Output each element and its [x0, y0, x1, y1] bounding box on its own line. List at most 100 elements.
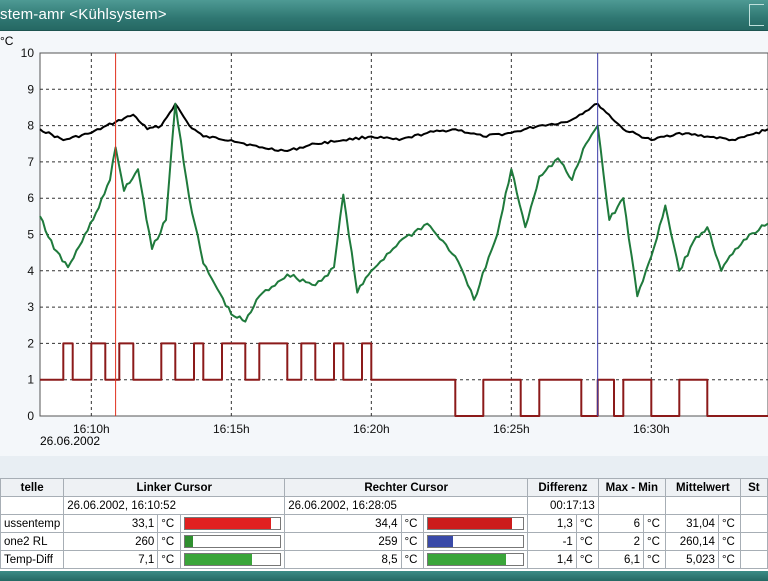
level-bar — [184, 553, 282, 566]
table-row[interactable]: ussentemp 33,1 °C 34,4 °C 1,3 °C 6 °C 31,04 °C — [0, 514, 768, 533]
cursor-lines[interactable] — [115, 53, 599, 416]
level-bar-fill — [428, 518, 512, 529]
level-bar-fill — [428, 536, 453, 547]
diff-unit: °C — [575, 550, 599, 569]
x-tick-label: 16:15h — [213, 422, 250, 436]
x-tick-label: 16:20h — [353, 422, 390, 436]
y-tick-label: 2 — [27, 336, 34, 350]
level-bar-fill — [185, 518, 271, 529]
col-header-maxmin[interactable]: Max - Min — [597, 478, 666, 497]
series-line-2 — [39, 102, 768, 323]
left-cursor-unit: °C — [157, 532, 182, 551]
table-body: ussentemp 33,1 °C 34,4 °C 1,3 °C 6 °C 31,04 °C one2… — [0, 514, 768, 569]
level-bar-fill — [185, 536, 193, 547]
maxmin-unit: °C — [643, 514, 666, 533]
maxmin-value: 6 — [597, 514, 645, 533]
window-titlebar[interactable]: stem-amr <Kühlsystem> — [0, 0, 768, 31]
diff-value: 1,3 — [527, 514, 577, 533]
diff-unit: °C — [575, 514, 599, 533]
mean-value: 260,14 — [664, 532, 719, 551]
table-row[interactable]: Temp-Diff 7,1 °C 8,5 °C 1,4 °C 6,1 °C 5,023 °C — [0, 550, 768, 569]
values-table: telle Linker Cursor Rechter Cursor Diffe… — [0, 478, 768, 569]
col-header-name[interactable]: telle — [0, 478, 65, 497]
right-cursor-bar — [423, 532, 529, 551]
last-col — [739, 514, 768, 533]
series-lines — [39, 102, 768, 417]
maxmin-unit: °C — [643, 550, 666, 569]
x-start-date-label: 26.06.2002 — [40, 434, 100, 448]
left-cursor-value: 33,1 — [63, 514, 159, 533]
right-cursor-time: 26.06.2002, 16:28:05 — [284, 496, 529, 515]
level-bar — [427, 535, 525, 548]
right-cursor-bar — [423, 514, 529, 533]
right-cursor-bar — [423, 550, 529, 569]
maxmin-value: 2 — [597, 532, 645, 551]
level-bar — [184, 517, 282, 530]
y-tick-label: 6 — [27, 191, 34, 205]
y-tick-label: 10 — [21, 46, 35, 60]
right-cursor-value: 8,5 — [284, 550, 402, 569]
y-tick-label: 0 — [27, 409, 34, 423]
col-header-diff[interactable]: Differenz — [527, 478, 599, 497]
y-tick-label: 5 — [27, 228, 34, 242]
last-col — [739, 550, 768, 569]
line-chart[interactable]: °C 0 1 2 3 4 5 6 7 8 9 10 16:10h 16:15h 16:20h 16:25h… — [0, 31, 768, 456]
level-bar-fill — [428, 554, 507, 565]
left-cursor-time: 26.06.2002, 16:10:52 — [63, 496, 286, 515]
y-tick-label: 9 — [27, 82, 34, 96]
cursor-table: telle Linker Cursor Rechter Cursor Diffe… — [0, 478, 768, 571]
y-axis-label: °C — [0, 34, 14, 48]
table-header-row: telle Linker Cursor Rechter Cursor Diffe… — [0, 478, 768, 497]
y-tick-label: 3 — [27, 300, 34, 314]
last-col — [739, 532, 768, 551]
mean-unit: °C — [717, 532, 741, 551]
level-bar-fill — [185, 554, 252, 565]
series-line-3 — [40, 342, 768, 417]
col-header-mean[interactable]: Mittelwert — [664, 478, 741, 497]
window-title: stem-amr <Kühlsystem> — [0, 6, 167, 23]
left-cursor-unit: °C — [157, 550, 182, 569]
mean-value: 31,04 — [664, 514, 719, 533]
diff-value: 1,4 — [527, 550, 577, 569]
time-row-empty — [0, 496, 65, 515]
diff-unit: °C — [575, 532, 599, 551]
left-cursor-unit: °C — [157, 514, 182, 533]
window-restore-icon[interactable] — [749, 4, 764, 26]
chart-area: °C 0 1 2 3 4 5 6 7 8 9 10 16:10h 16:15h 16:20h 16:25h… — [0, 31, 768, 456]
right-cursor-unit: °C — [400, 532, 425, 551]
diff-time: 00:17:13 — [527, 496, 599, 515]
window-bottom-border — [0, 571, 768, 581]
col-header-right-cursor[interactable]: Rechter Cursor — [284, 478, 529, 497]
table-row[interactable]: one2 RL 260 °C 259 °C -1 °C 2 °C 260,14 °C — [0, 532, 768, 551]
x-tick-label: 16:10h — [73, 422, 110, 436]
left-cursor-bar — [180, 514, 286, 533]
channel-name: Temp-Diff — [0, 550, 65, 569]
y-tick-labels: 0 1 2 3 4 5 6 7 8 9 10 — [21, 46, 35, 423]
level-bar — [427, 517, 525, 530]
maxmin-value: 6,1 — [597, 550, 645, 569]
right-cursor-unit: °C — [400, 514, 425, 533]
table-time-row: 26.06.2002, 16:10:52 26.06.2002, 16:28:0… — [0, 496, 768, 515]
x-tick-label: 16:25h — [493, 422, 530, 436]
col-header-left-cursor[interactable]: Linker Cursor — [63, 478, 286, 497]
y-tick-label: 1 — [27, 373, 34, 387]
channel-name: ussentemp — [0, 514, 65, 533]
mean-unit: °C — [717, 550, 741, 569]
x-tick-label: 16:30h — [633, 422, 670, 436]
left-cursor-bar — [180, 532, 286, 551]
mean-unit: °C — [717, 514, 741, 533]
x-tick-labels: 16:10h 16:15h 16:20h 16:25h 16:30h — [73, 422, 670, 436]
channel-name: one2 RL — [0, 532, 65, 551]
right-cursor-value: 34,4 — [284, 514, 402, 533]
diff-value: -1 — [527, 532, 577, 551]
y-tick-label: 7 — [27, 155, 34, 169]
series-line-1 — [39, 102, 768, 152]
maxmin-unit: °C — [643, 532, 666, 551]
mean-value: 5,023 — [664, 550, 719, 569]
col-header-last[interactable]: St — [739, 478, 768, 497]
y-tick-label: 8 — [27, 119, 34, 133]
left-cursor-value: 260 — [63, 532, 159, 551]
y-tick-label: 4 — [27, 264, 34, 278]
left-cursor-value: 7,1 — [63, 550, 159, 569]
left-cursor-bar — [180, 550, 286, 569]
